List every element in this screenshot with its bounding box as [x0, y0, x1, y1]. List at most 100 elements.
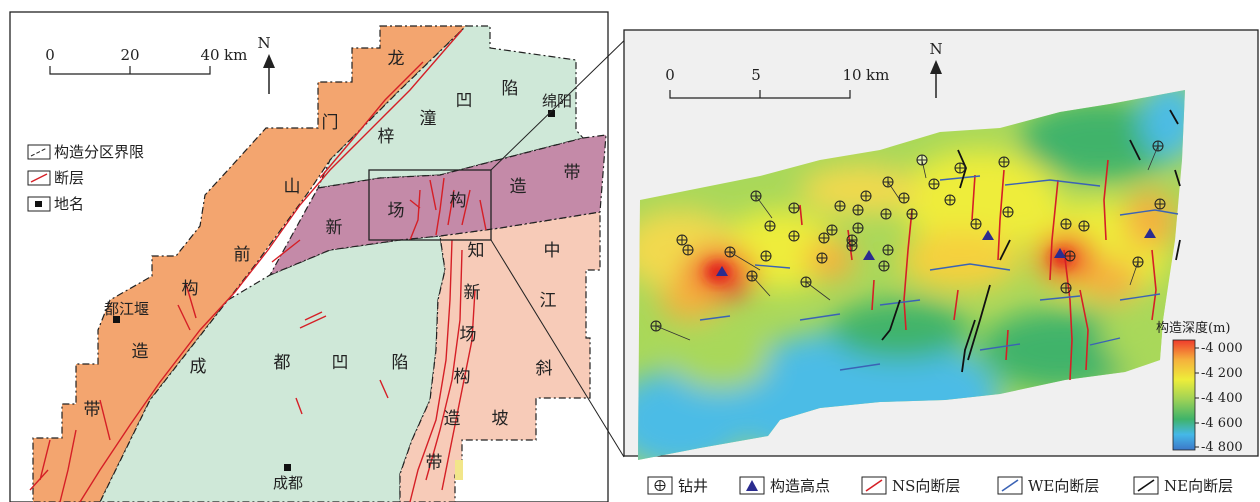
cd-char-1: 成 — [190, 357, 207, 377]
zj-char-3: 斜 — [536, 359, 553, 379]
zxc-char-4: 构 — [454, 367, 471, 387]
well-icon — [860, 190, 872, 202]
zxc-char-1: 知 — [468, 241, 485, 261]
legend-ns-fault-icon — [865, 479, 883, 492]
zxc-char-2: 新 — [464, 283, 481, 303]
zxc-char-5: 造 — [444, 409, 461, 429]
well-icon — [880, 208, 892, 220]
place-chengdu: 成都 — [273, 474, 303, 492]
zj-char-1: 中 — [544, 241, 561, 261]
legend-ns-label: NS向断层 — [892, 477, 960, 495]
well-icon — [846, 240, 858, 252]
well-icon — [878, 260, 890, 272]
structural-highs — [716, 228, 1156, 276]
structural-high-icon — [982, 230, 994, 240]
colorbar-gradient — [1172, 339, 1196, 451]
well-trajectories — [655, 145, 1159, 341]
cd-char-2: 都 — [274, 353, 291, 373]
place-names: 绵阳 都江堰 成都 — [104, 92, 572, 492]
structural-high-icon — [1054, 248, 1066, 258]
lms-char-1: 龙 — [388, 49, 405, 69]
zxc-char-6: 带 — [426, 453, 443, 473]
region-labels: 龙 门 山 前 构 造 带 梓 潼 凹 陷 新 场 构 造 带 成 都 凹 陷 … — [84, 49, 581, 473]
zxc-char-3: 场 — [460, 325, 477, 345]
region-xinchang — [268, 134, 607, 277]
cd-char-4: 陷 — [392, 353, 409, 373]
well-icon — [954, 162, 966, 174]
left-scale-unit: km — [224, 46, 247, 64]
left-scale-tick-2: 40 — [200, 46, 219, 64]
well-icon — [682, 244, 694, 256]
well-icon — [898, 192, 910, 204]
well-icon — [834, 200, 846, 212]
legend-we-label: WE向断层 — [1028, 477, 1099, 495]
we-faults — [699, 175, 1179, 371]
lms-char-5: 构 — [182, 279, 199, 299]
well-icon — [906, 208, 918, 220]
well-icon — [760, 250, 772, 262]
right-scale-bar: 0 5 10 km — [665, 66, 889, 99]
colorbar-title: 构造深度(m) — [1156, 320, 1230, 336]
well-icon — [852, 222, 864, 234]
lms-char-3: 山 — [284, 177, 301, 197]
well-icon — [970, 218, 982, 230]
place-marker-chengdu — [284, 464, 291, 471]
well-icon — [1154, 198, 1166, 210]
wells — [650, 140, 1166, 341]
legend-high-label: 构造高点 — [770, 477, 830, 495]
well-icon — [928, 178, 940, 190]
zt-char-2: 潼 — [420, 109, 437, 129]
colorbar-tick-2: -4 200 — [1201, 366, 1243, 381]
zt-char-1: 梓 — [378, 127, 395, 147]
lms-char-7: 带 — [84, 400, 101, 420]
place-dujiangyan: 都江堰 — [104, 300, 149, 318]
well-icon — [1060, 218, 1072, 230]
left-north-label: N — [257, 34, 270, 52]
inset-rectangle — [368, 169, 492, 241]
legend-we-fault-icon — [1001, 479, 1019, 492]
well-icon — [818, 232, 830, 244]
well-icon — [1060, 282, 1072, 294]
ne-faults — [881, 109, 1181, 373]
well-icon — [1064, 250, 1076, 262]
well-icon — [816, 252, 828, 264]
right-scale-tick-2: 10 — [842, 66, 861, 84]
legend-fault-label: 断层 — [54, 169, 84, 187]
zt-char-3: 凹 — [456, 91, 473, 111]
depth-colorbar: 构造深度(m) -4 000 -4 200 -4 400 -4 600 -4 8… — [1156, 320, 1243, 455]
left-legend: 构造分区界限 断层 地名 — [27, 143, 144, 213]
place-marker-dujiangyan — [113, 316, 120, 323]
well-icon — [788, 230, 800, 242]
right-scale-unit: km — [866, 66, 889, 84]
xc-char-1: 新 — [326, 218, 343, 238]
left-north-arrow: N — [257, 34, 275, 94]
well-icon — [788, 202, 800, 214]
structural-high-icon — [863, 250, 875, 260]
right-scale-tick-1: 5 — [751, 66, 761, 84]
lms-char-6: 造 — [132, 342, 149, 362]
zj-char-4: 坡 — [492, 409, 509, 429]
cd-char-3: 凹 — [332, 353, 349, 373]
well-icon — [826, 224, 838, 236]
well-icon — [764, 220, 776, 232]
colorbar-tick-3: -4 400 — [1201, 391, 1243, 406]
legend-structural-high-icon — [746, 480, 758, 491]
small-region-patch — [455, 460, 463, 480]
left-scale-tick-0: 0 — [45, 46, 55, 64]
well-icon — [882, 244, 894, 256]
inset-connectors — [490, 29, 636, 458]
right-north-label: N — [929, 40, 942, 58]
structural-high-icon — [1144, 228, 1156, 238]
right-scale-tick-0: 0 — [665, 66, 675, 84]
region-longmenshan — [32, 25, 468, 502]
lms-char-2: 门 — [322, 113, 339, 133]
well-icon — [852, 204, 864, 216]
legend-ne-label: NE向断层 — [1164, 477, 1233, 495]
lms-char-4: 前 — [234, 245, 251, 265]
right-map: 0 5 10 km N 构造深度(m) -4 000 -4 200 -4 400… — [623, 29, 1259, 460]
xc-char-3: 构 — [450, 191, 467, 211]
xc-char-2: 场 — [388, 201, 405, 221]
colorbar-tick-1: -4 000 — [1201, 341, 1243, 356]
colorbar-tick-4: -4 600 — [1201, 416, 1243, 431]
